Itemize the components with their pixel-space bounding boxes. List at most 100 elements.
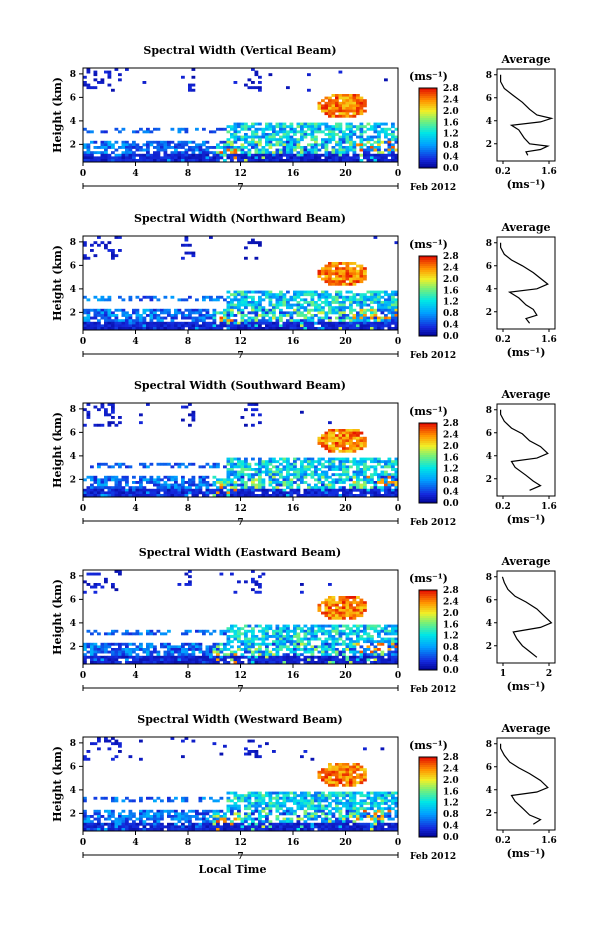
colorbar-swatch — [419, 813, 437, 816]
colorbar-swatch — [419, 304, 437, 307]
colorbar-tick-label: 2.4 — [443, 597, 459, 607]
colorbar-swatch — [419, 495, 437, 498]
colorbar-swatch — [419, 787, 437, 790]
x-tick-label: 20 — [339, 337, 352, 347]
y-tick-label: 8 — [70, 238, 76, 248]
colorbar-swatch — [419, 316, 437, 319]
colorbar-swatch — [419, 823, 437, 826]
panel-2: Spectral Width (Southward Beam) 2 4 6 8 Heigh… — [51, 379, 557, 528]
colorbar: (ms⁻¹) 0.00.4 0.81.2 1.62.0 2.42.8 — [409, 739, 459, 843]
colorbar-swatch — [419, 622, 437, 625]
colorbar-unit: (ms⁻¹) — [409, 70, 448, 83]
colorbar-swatch — [419, 785, 437, 788]
x-tick-label: 20 — [339, 504, 352, 514]
y-tick-label: 8 — [70, 739, 76, 749]
colorbar-tick-label: 2.0 — [443, 776, 459, 786]
colorbar-swatch — [419, 334, 437, 337]
colorbar-tick-label: 0.8 — [443, 309, 459, 319]
colorbar-swatch — [419, 779, 437, 782]
colorbar-swatch — [419, 628, 437, 631]
average-title: Average — [500, 722, 550, 735]
average-frame — [496, 403, 556, 497]
colorbar-tick-label: 1.6 — [443, 787, 459, 797]
x-tick-label: 0 — [80, 169, 86, 179]
average-y-tick-label: 2 — [486, 308, 492, 318]
x-tick-label: 0 — [395, 337, 401, 347]
average-y-tick-label: 4 — [486, 285, 492, 295]
x-tick-label: 20 — [339, 838, 352, 848]
average-y-tick-label: 2 — [486, 809, 492, 819]
x-tick-label: 4 — [132, 838, 138, 848]
colorbar-swatch — [419, 662, 437, 665]
average-y-tick-label: 8 — [486, 573, 492, 583]
y-tick-label: 6 — [70, 762, 76, 772]
colorbar-swatch — [419, 286, 437, 289]
colorbar-tick-label: 0.4 — [443, 321, 459, 331]
colorbar-frame — [418, 255, 438, 337]
y-tick-label: 2 — [70, 140, 76, 150]
colorbar-tick-label: 2.8 — [443, 84, 459, 94]
colorbar-swatch — [419, 781, 437, 784]
x-axis: 0 4 8 12 16 20 0 7 Feb 2012 — [80, 330, 456, 361]
y-tick-label: 2 — [70, 809, 76, 819]
colorbar-swatch — [419, 620, 437, 623]
average-profile-line — [500, 743, 549, 825]
colorbar-swatch — [419, 630, 437, 633]
colorbar-swatch — [419, 604, 437, 607]
average-y-tick-label: 6 — [486, 429, 492, 439]
average-profile-line — [500, 409, 549, 491]
colorbar-tick-label: 1.2 — [443, 799, 459, 809]
colorbar-swatch — [419, 90, 437, 93]
date-day-label: 7 — [237, 183, 243, 193]
colorbar-swatch — [419, 136, 437, 139]
average-frame — [496, 570, 556, 664]
date-month-label: Feb 2012 — [410, 685, 456, 695]
colorbar-swatch — [419, 594, 437, 597]
colorbar-swatch — [419, 449, 437, 452]
y-axis-label: Height (km) — [51, 746, 64, 822]
average-x-tick-label: 0.2 — [495, 836, 511, 846]
colorbar-swatch — [419, 268, 437, 271]
y-axis: 2 4 6 8 — [70, 739, 83, 819]
colorbar-tick-label: 0.4 — [443, 655, 459, 665]
x-tick-label: 0 — [395, 838, 401, 848]
colorbar-swatch — [419, 330, 437, 333]
colorbar-swatch — [419, 148, 437, 151]
colorbar-swatch — [419, 763, 437, 766]
x-tick-label: 0 — [80, 504, 86, 514]
colorbar-swatch — [419, 606, 437, 609]
colorbar-swatch — [419, 624, 437, 627]
y-tick-label: 6 — [70, 93, 76, 103]
colorbar-swatch — [419, 610, 437, 613]
colorbar-swatch — [419, 650, 437, 653]
y-axis: 2 4 6 8 — [70, 572, 83, 652]
colorbar-swatch — [419, 106, 437, 109]
colorbar-swatch — [419, 266, 437, 269]
colorbar-swatch — [419, 775, 437, 778]
average-x-tick-label: 1 — [500, 669, 506, 679]
colorbar-swatch — [419, 825, 437, 828]
colorbar-swatch — [419, 666, 437, 669]
colorbar-swatch — [419, 473, 437, 476]
colorbar-swatch — [419, 296, 437, 299]
colorbar-tick-label: 0.0 — [443, 164, 459, 174]
colorbar-swatch — [419, 805, 437, 808]
colorbar-swatch — [419, 493, 437, 496]
panel-3: Spectral Width (Eastward Beam) 2 4 6 8 Height… — [51, 546, 556, 695]
colorbar-swatch — [419, 158, 437, 161]
colorbar-swatch — [419, 120, 437, 123]
colorbar-swatch — [419, 439, 437, 442]
colorbar-swatch — [419, 459, 437, 462]
y-axis: 2 4 6 8 — [70, 405, 83, 485]
colorbar-swatch — [419, 260, 437, 263]
colorbar-swatch — [419, 302, 437, 305]
colorbar-swatch — [419, 324, 437, 327]
colorbar: (ms⁻¹) 0.00.4 0.81.2 1.62.0 2.42.8 — [409, 572, 459, 676]
colorbar-swatch — [419, 126, 437, 129]
x-tick-label: 0 — [395, 504, 401, 514]
panel-title: Spectral Width (Northward Beam) — [134, 212, 346, 225]
average-frame — [496, 236, 556, 330]
average-x-label: (ms⁻¹) — [507, 178, 546, 191]
panel-title: Spectral Width (Southward Beam) — [134, 379, 346, 392]
